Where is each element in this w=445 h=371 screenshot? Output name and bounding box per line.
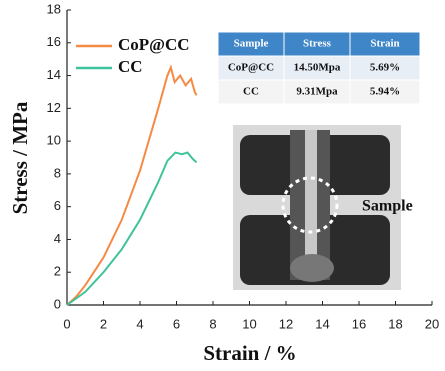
x-tick-label: 18 (388, 316, 402, 331)
x-tick-label: 2 (100, 316, 107, 331)
table-header-cell (283, 31, 351, 57)
y-tick-label: 14 (47, 67, 61, 82)
table-cell (283, 79, 351, 105)
photo-label: Sample (362, 198, 413, 215)
x-tick-label: 4 (136, 316, 143, 331)
y-axis-title: Stress / MPa (8, 101, 32, 214)
x-tick-label: 12 (279, 316, 293, 331)
table-cell (349, 55, 421, 81)
line-series (66, 64, 198, 306)
x-axis-title: Strain / % (203, 341, 296, 365)
photo (233, 125, 401, 290)
y-tick-label: 16 (47, 34, 61, 49)
x-tick-label: 16 (352, 316, 366, 331)
table-cell (217, 55, 285, 81)
y-tick-label: 6 (54, 198, 61, 213)
table-text: 9.31Mpa (296, 86, 338, 98)
table-header: Stress (303, 38, 332, 50)
y-tick-label: 12 (47, 100, 61, 115)
table-text: 5.94% (370, 86, 400, 98)
table-header: Sample (234, 38, 269, 50)
x-tick-label: 6 (173, 316, 180, 331)
table-text: CC (243, 86, 259, 98)
table-text: CoP@CC (228, 62, 274, 74)
y-tick-label: 2 (54, 264, 61, 279)
x-tick-label: 0 (63, 316, 70, 331)
x-tick-label: 14 (315, 316, 329, 331)
table-cell (349, 79, 421, 105)
y-tick-label: 0 (54, 296, 61, 311)
x-tick-label: 10 (242, 316, 256, 331)
legend-label: CC (118, 57, 143, 76)
y-tick-label: 4 (54, 231, 61, 246)
x-tick-label: 20 (425, 316, 439, 331)
y-tick-label: 8 (54, 165, 61, 180)
y-tick-label: 10 (47, 133, 61, 148)
line-series (66, 151, 198, 306)
y-tick-label: 18 (47, 1, 61, 16)
x-tick-label: 8 (209, 316, 216, 331)
table-header: Strain (370, 38, 399, 50)
table-text: 14.50Mpa (294, 62, 341, 74)
legend-label: CoP@CC (118, 35, 190, 54)
table-text: 5.69% (370, 62, 400, 74)
